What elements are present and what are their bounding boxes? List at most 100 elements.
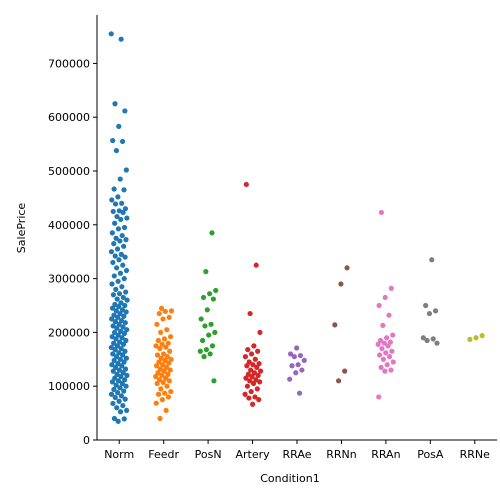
point <box>197 348 203 354</box>
point <box>206 332 212 338</box>
point <box>244 363 250 369</box>
point <box>118 216 124 223</box>
point <box>250 401 256 407</box>
point <box>112 347 118 353</box>
point <box>375 341 381 347</box>
point <box>120 402 126 409</box>
x-tick-label: RRNn <box>326 448 357 461</box>
point <box>251 343 257 349</box>
point <box>153 373 159 380</box>
point <box>111 273 117 279</box>
point <box>114 213 120 220</box>
point <box>255 372 261 379</box>
point <box>121 330 128 337</box>
point <box>201 354 207 360</box>
point <box>294 345 300 351</box>
point <box>119 380 125 387</box>
point <box>167 334 174 340</box>
point <box>122 366 129 372</box>
point <box>116 303 122 310</box>
point <box>209 230 215 236</box>
point <box>121 388 127 394</box>
point <box>159 341 165 347</box>
point <box>123 237 129 243</box>
point <box>109 316 115 322</box>
point <box>116 291 123 297</box>
point <box>158 386 164 392</box>
point <box>118 328 124 334</box>
point <box>378 364 384 370</box>
point <box>299 367 305 373</box>
point <box>113 235 119 241</box>
point <box>116 350 122 356</box>
point <box>112 101 118 107</box>
point <box>163 364 170 370</box>
point <box>390 359 396 365</box>
point <box>155 370 161 376</box>
point <box>110 351 116 357</box>
point <box>256 397 262 403</box>
point <box>159 372 165 379</box>
point <box>116 123 122 129</box>
point <box>158 305 165 312</box>
point <box>115 418 121 424</box>
point <box>155 391 162 397</box>
point <box>115 390 121 396</box>
point <box>121 243 127 249</box>
point <box>109 281 115 287</box>
point <box>161 336 168 342</box>
point <box>112 201 119 207</box>
point <box>109 305 116 311</box>
point <box>120 324 126 330</box>
point <box>211 378 217 384</box>
point <box>154 380 160 387</box>
point <box>291 354 297 360</box>
point <box>213 287 219 294</box>
point <box>253 262 259 268</box>
point <box>122 302 128 309</box>
point <box>335 378 342 384</box>
point <box>157 345 163 352</box>
point <box>114 246 121 252</box>
point <box>113 336 119 342</box>
point <box>120 262 126 268</box>
point <box>385 343 391 349</box>
y-tick-label: 500000 <box>48 165 90 178</box>
point <box>380 356 387 362</box>
point <box>242 391 248 397</box>
point <box>423 302 429 309</box>
point <box>114 296 120 302</box>
point <box>208 321 214 327</box>
point <box>164 354 170 360</box>
point <box>163 407 169 414</box>
point <box>113 364 119 370</box>
point <box>386 354 393 360</box>
point <box>111 340 117 346</box>
point <box>121 276 127 282</box>
point <box>389 348 395 354</box>
point <box>390 332 396 338</box>
point <box>244 383 251 389</box>
point <box>108 344 114 351</box>
point <box>124 372 130 379</box>
point <box>118 251 124 257</box>
point <box>122 396 128 402</box>
point <box>165 371 171 377</box>
point <box>117 356 123 362</box>
point <box>200 337 206 344</box>
point <box>113 354 120 360</box>
point <box>246 395 252 401</box>
point <box>123 167 129 173</box>
point <box>479 333 485 339</box>
point <box>204 307 210 313</box>
point <box>116 257 122 263</box>
point <box>158 355 164 361</box>
point <box>378 209 385 216</box>
point <box>165 394 172 400</box>
point <box>114 371 120 377</box>
point <box>121 187 127 193</box>
point <box>243 181 249 188</box>
point <box>301 357 307 363</box>
point <box>344 265 350 271</box>
point <box>124 407 130 414</box>
